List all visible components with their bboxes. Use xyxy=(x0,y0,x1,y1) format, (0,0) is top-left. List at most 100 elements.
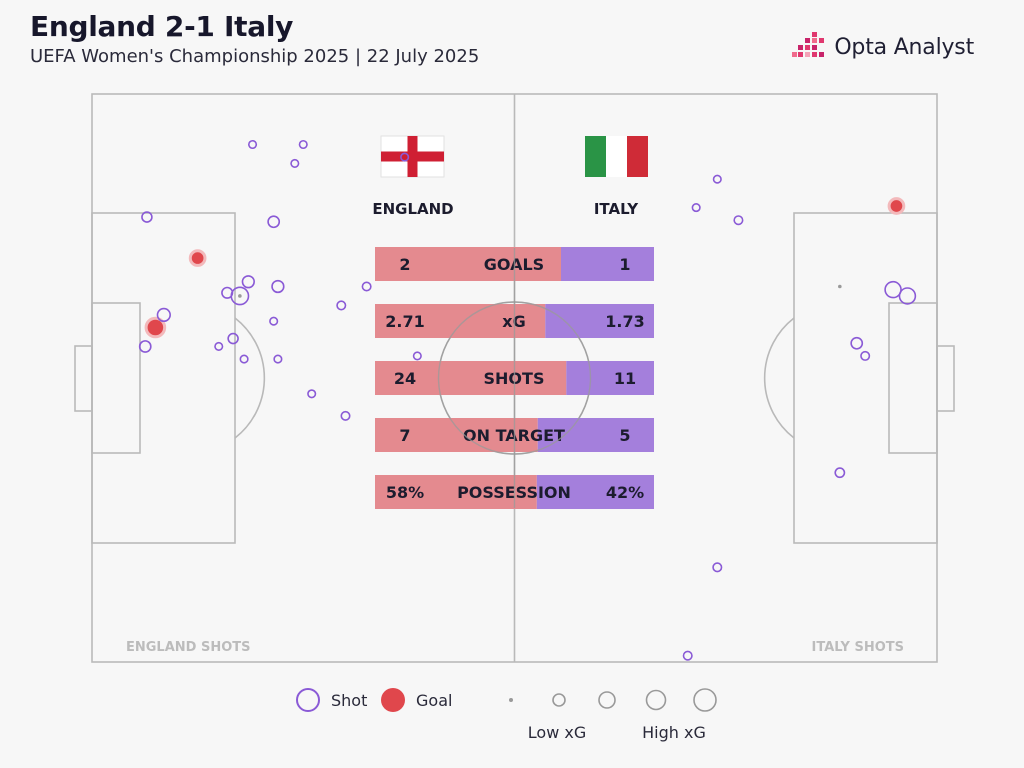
england-penalty-box xyxy=(91,212,236,544)
england-stat-bar xyxy=(375,247,561,281)
page-title: England 2-1 Italy xyxy=(30,10,294,43)
brand-logo: Opta Analyst xyxy=(792,32,974,62)
italy-shot-marker xyxy=(898,287,917,305)
italy-penalty-box xyxy=(793,212,938,544)
italy-flag-red xyxy=(627,136,648,177)
england-shot-marker xyxy=(412,351,422,361)
england-shot-marker xyxy=(361,281,372,292)
italy-goal xyxy=(936,345,955,412)
england-shot-marker xyxy=(307,389,317,399)
italy-shot-marker xyxy=(884,280,902,299)
england-goal xyxy=(74,345,93,412)
england-stat-bar xyxy=(375,361,567,395)
england-shot-marker xyxy=(138,340,152,353)
england-flag-cross-v xyxy=(407,136,418,177)
italy-shot-marker xyxy=(733,215,744,226)
italy-stat-value: 5 xyxy=(619,426,630,445)
italy-stat-bar xyxy=(561,247,654,281)
england-shot-marker xyxy=(241,275,255,289)
england-stat-value: 2 xyxy=(399,255,410,274)
italy-six-yard-box xyxy=(888,302,938,454)
england-shot-marker xyxy=(141,211,153,223)
italy-team-name: ITALY xyxy=(594,200,639,218)
italy-shot-marker xyxy=(682,650,693,661)
legend-goal-label: Goal xyxy=(416,691,452,710)
italy-shots-label: ITALY SHOTS xyxy=(812,640,904,655)
italy-shot-marker xyxy=(850,336,864,350)
england-team-name: ENGLAND xyxy=(372,200,453,218)
italy-flag-green xyxy=(585,136,606,177)
england-stat-bar xyxy=(375,304,546,338)
legend: Shot Goal Low xG High xG xyxy=(296,688,717,742)
team-flags: ENGLAND ITALY xyxy=(372,135,648,218)
england-shot-marker xyxy=(298,139,308,150)
italy-flag-white xyxy=(606,136,627,177)
england-shot-marker xyxy=(247,139,258,150)
england-penalty-arc xyxy=(234,317,266,439)
england-shot-marker xyxy=(340,410,351,421)
england-shot-marker xyxy=(239,354,249,364)
england-shot-marker xyxy=(269,316,279,326)
italy-stat-bar xyxy=(536,475,654,509)
italy-goal-marker xyxy=(887,197,906,215)
england-shot-marker xyxy=(267,215,281,229)
brand-name: Opta Analyst xyxy=(834,34,974,60)
italy-shot-marker xyxy=(834,467,846,479)
england-stat-value: 7 xyxy=(399,426,410,445)
england-shots-label: ENGLAND SHOTS xyxy=(126,640,251,655)
italy-shot-marker xyxy=(712,174,722,184)
england-flag-icon xyxy=(380,135,445,178)
england-shot-marker xyxy=(214,341,224,351)
italy-stat-value: 11 xyxy=(614,369,636,388)
opta-logo-icon xyxy=(792,32,825,57)
stat-row: 24SHOTS11 xyxy=(375,361,654,395)
page-subtitle: UEFA Women's Championship 2025 | 22 July… xyxy=(30,46,480,67)
italy-stat-bar xyxy=(545,304,654,338)
legend-high-xg-label: High xG xyxy=(642,723,706,742)
england-stat-value: 58% xyxy=(386,483,424,502)
legend-size-xl-icon xyxy=(693,688,717,712)
legend-size-s-icon xyxy=(552,693,566,707)
italy-shot-marker xyxy=(838,284,842,289)
england-six-yard-box xyxy=(91,302,141,454)
legend-size-l-icon xyxy=(645,689,667,711)
england-shot-marker xyxy=(238,294,242,298)
england-shot-marker xyxy=(290,158,300,168)
italy-shot-marker xyxy=(712,562,723,573)
england-stat-value: 24 xyxy=(394,369,416,388)
italy-penalty-arc xyxy=(763,317,795,439)
england-shot-marker xyxy=(156,307,171,323)
england-shot-marker xyxy=(400,152,410,162)
legend-shot-icon xyxy=(296,688,320,712)
italy-stat-value: 42% xyxy=(606,483,644,502)
england-shot-marker xyxy=(221,286,234,299)
legend-low-xg-label: Low xG xyxy=(528,723,586,742)
legend-shot-label: Shot xyxy=(331,691,367,710)
italy-shot-marker xyxy=(860,350,871,361)
england-goal-marker xyxy=(144,316,167,339)
england-shot-marker xyxy=(271,279,285,294)
italy-stat-bar xyxy=(537,418,654,452)
england-stat-bar xyxy=(375,475,537,509)
italy-stat-bar xyxy=(566,361,654,395)
legend-size-m-icon xyxy=(598,691,616,709)
shot-markers xyxy=(138,139,917,661)
stat-row: 58%POSSESSION42% xyxy=(375,475,654,509)
england-goal-marker xyxy=(188,249,207,267)
italy-stat-value: 1.73 xyxy=(605,312,644,331)
legend-goal-icon xyxy=(381,688,405,712)
england-shot-marker xyxy=(227,332,239,345)
stat-row: 7 ON TARGET 5 xyxy=(375,418,654,452)
england-stat-value: 2.71 xyxy=(385,312,424,331)
stat-row: 2GOALS1 xyxy=(375,247,654,281)
england-shot-marker xyxy=(336,300,347,311)
italy-flag-icon xyxy=(585,136,648,177)
legend-size-xs-icon xyxy=(509,698,513,702)
italy-stat-value: 1 xyxy=(619,255,630,274)
italy-shot-marker xyxy=(691,203,701,213)
england-shot-marker xyxy=(273,354,283,364)
stat-row: 2.71xG1.73 xyxy=(375,304,654,338)
england-stat-bar xyxy=(375,418,538,452)
